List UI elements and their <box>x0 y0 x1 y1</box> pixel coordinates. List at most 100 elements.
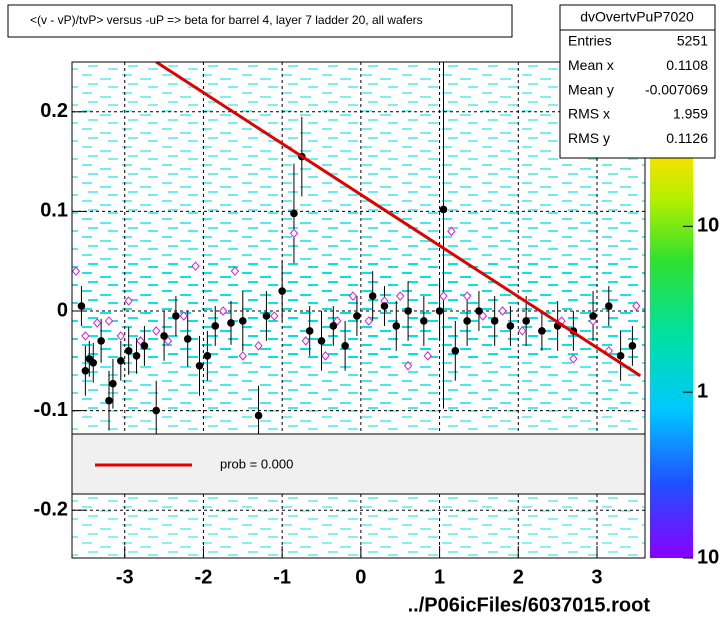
hist-cell <box>72 510 144 558</box>
mean-marker <box>72 266 81 276</box>
stats-value: -0.007069 <box>645 81 708 97</box>
hist-cell <box>143 310 216 361</box>
stats-label: RMS x <box>568 106 610 122</box>
profile-point <box>628 342 637 350</box>
profile-point <box>211 322 220 330</box>
profile-point <box>404 307 412 315</box>
hist-cell <box>143 261 216 311</box>
mean-marker <box>569 354 578 364</box>
profile-point <box>420 317 428 325</box>
mean-marker <box>632 301 641 311</box>
profile-point <box>89 358 98 367</box>
hist-cell <box>286 211 359 262</box>
profile-point <box>616 352 625 360</box>
stats-label: Entries <box>568 33 612 49</box>
hist-cell <box>286 510 359 558</box>
mean-marker <box>289 228 299 239</box>
x-tick-label: 3 <box>591 566 602 588</box>
stats-label: Mean y <box>568 81 614 97</box>
fit-line <box>155 62 642 377</box>
hist-cell <box>286 62 359 112</box>
hist-cell <box>430 111 502 162</box>
hist-cell <box>430 261 502 311</box>
mean-marker <box>447 226 456 237</box>
hist-cell <box>573 510 645 558</box>
mean-marker <box>348 291 358 301</box>
hist-cell <box>143 510 216 558</box>
title-box <box>7 4 513 38</box>
profile-point <box>105 396 113 405</box>
profile-point <box>124 347 133 355</box>
x-tick-label: 2 <box>513 566 524 588</box>
stats-value: 0.1108 <box>666 57 708 73</box>
stats-label: RMS y <box>568 130 610 146</box>
profile-point <box>538 327 546 335</box>
mean-marker <box>498 306 507 316</box>
mean-marker <box>124 296 133 306</box>
z-tick-label: 10 <box>697 546 719 568</box>
profile-point <box>392 322 401 330</box>
hist-cell <box>358 211 431 262</box>
profile-point <box>262 312 271 320</box>
hist-cell <box>430 211 502 262</box>
hist-cell <box>358 510 431 558</box>
hist-cell <box>215 111 287 162</box>
mean-marker <box>238 351 247 361</box>
profile-point <box>172 312 180 320</box>
stats-value: 0.1126 <box>666 130 708 146</box>
mean-marker <box>254 341 263 351</box>
hist-cell <box>358 261 431 311</box>
profile-point <box>368 292 377 300</box>
profile-point <box>490 317 499 325</box>
legend-label: prob = 0.000 <box>220 456 293 471</box>
hist-cell <box>286 310 359 361</box>
hist-cell <box>430 161 502 212</box>
profile-point <box>140 342 149 350</box>
mean-marker <box>321 351 330 361</box>
hist-cell <box>501 261 574 311</box>
mean-marker <box>93 318 102 328</box>
hist-cell <box>501 161 574 212</box>
y-tick-label: 0 <box>57 299 68 321</box>
mean-marker <box>104 316 114 326</box>
hist-cell <box>72 261 144 311</box>
plot-area <box>72 62 645 558</box>
mean-marker <box>364 316 373 326</box>
stats-value: 5251 <box>677 33 708 49</box>
profile-point <box>238 317 247 325</box>
hist-cell <box>573 360 645 411</box>
z-tick-label: 10 <box>697 215 719 237</box>
hist-cell <box>286 261 359 311</box>
profile-point <box>278 287 286 295</box>
profile-point <box>329 322 338 330</box>
mean-marker <box>439 291 448 301</box>
hist-cell <box>430 360 502 411</box>
hist-cell <box>143 62 216 112</box>
profile-point <box>160 332 168 340</box>
profile-point <box>604 302 613 310</box>
profile-point <box>439 205 448 214</box>
profile-point <box>290 209 298 218</box>
mean-marker <box>423 351 432 361</box>
y-tick-label: -0.1 <box>34 399 68 421</box>
mean-marker <box>152 326 161 336</box>
hist-cell <box>573 211 645 262</box>
profile-point <box>380 302 389 310</box>
profile-point <box>463 317 471 325</box>
profile-point <box>522 317 530 325</box>
hist-cell <box>215 211 287 262</box>
mean-marker <box>518 326 527 336</box>
mean-marker <box>81 331 90 341</box>
profile-point <box>254 411 263 420</box>
mean-marker <box>301 336 310 346</box>
profile-point <box>475 307 483 315</box>
profile-point <box>341 342 349 350</box>
mean-marker <box>230 266 240 276</box>
profile-point <box>97 337 105 345</box>
hist-cell <box>72 211 144 262</box>
profile-point <box>116 356 125 365</box>
hist-cell <box>215 62 287 112</box>
profile-point <box>506 322 515 330</box>
mean-marker <box>403 361 413 371</box>
